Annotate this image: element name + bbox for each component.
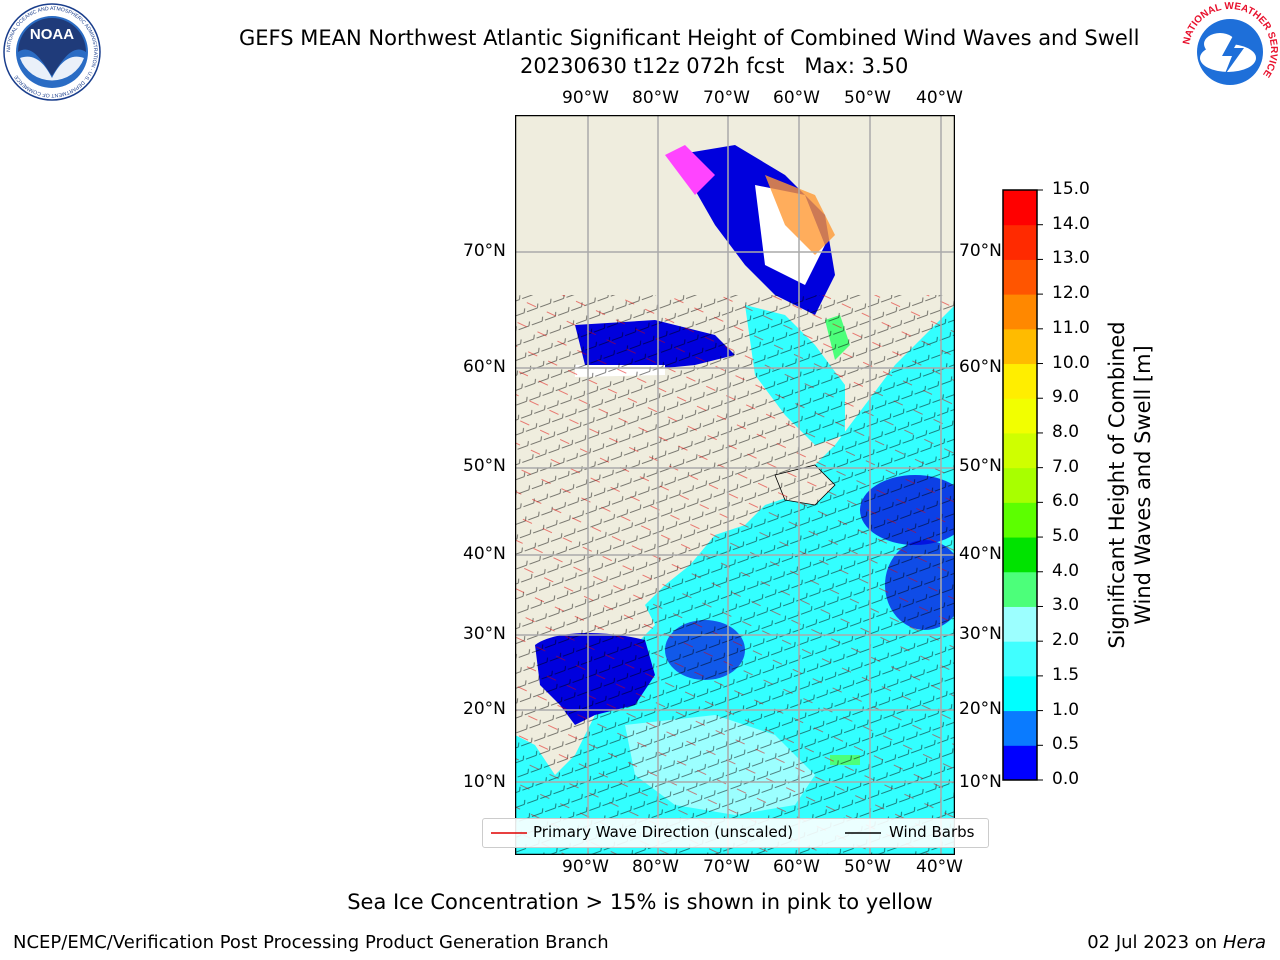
lat-label-left-10n: 10°N	[463, 772, 506, 792]
lat-label-left-30n: 30°N	[463, 624, 506, 644]
lon-label-bottom-80w: 80°W	[632, 857, 679, 877]
colorbar-title: Significant Height of Combined Wind Wave…	[1105, 321, 1155, 649]
ice-pink-1	[665, 145, 715, 195]
lat-label-right-50n: 50°N	[959, 456, 1002, 476]
colorbar-tick-label: 4.0	[1052, 560, 1080, 581]
colorbar-tick-label: 2.0	[1052, 630, 1080, 651]
footer-organization: NCEP/EMC/Verification Post Processing Pr…	[13, 932, 609, 953]
lat-label-right-40n: 40°N	[959, 544, 1002, 564]
colorbar-frame	[1002, 189, 1038, 781]
colorbar-segment	[1003, 675, 1037, 712]
wave-direction-layer	[515, 295, 955, 855]
lat-label-right-60n: 60°N	[959, 357, 1002, 377]
colorbar-segment	[1003, 259, 1037, 295]
colorbar-tick-label: 3.0	[1052, 595, 1080, 616]
lat-label-left-20n: 20°N	[463, 699, 506, 719]
footer-host: Hera	[1222, 932, 1266, 953]
colorbar-tick-label: 14.0	[1052, 213, 1090, 234]
colorbar-segment	[1003, 363, 1037, 399]
colorbar-tick-label: 13.0	[1052, 248, 1090, 269]
colorbar-segment	[1003, 224, 1037, 260]
colorbar-tick-label: 1.5	[1052, 664, 1080, 685]
lat-label-right-30n: 30°N	[959, 624, 1002, 644]
footer-date: 02 Jul 2023 on Hera	[1087, 932, 1266, 953]
colorbar-tick-label: 11.0	[1052, 317, 1090, 338]
colorbar-segment	[1003, 467, 1037, 503]
noaa-logo: NOAA NATIONAL OCEANIC AND ATMOSPHERIC AD…	[3, 3, 101, 101]
colorbar-tick-label: 8.0	[1052, 421, 1080, 442]
lat-label-right-20n: 20°N	[959, 699, 1002, 719]
colorbar-segment	[1003, 190, 1037, 226]
colorbar-segment	[1003, 502, 1037, 538]
colorbar-tick-label: 1.0	[1052, 699, 1080, 720]
colorbar-tick-label: 0.0	[1052, 769, 1080, 789]
ice-orange-1	[765, 175, 835, 255]
colorbar-tick-label: 9.0	[1052, 387, 1080, 408]
sea-ice-note: Sea Ice Concentration > 15% is shown in …	[347, 890, 933, 914]
map-panel	[515, 115, 955, 855]
lon-label-bottom-50w: 50°W	[844, 857, 891, 877]
map-frame	[515, 115, 955, 855]
lat-label-left-70n: 70°N	[463, 241, 506, 261]
legend-primary-wave-direction: Primary Wave Direction (unscaled)	[533, 823, 794, 841]
colorbar-tick-label: 15.0	[1052, 179, 1090, 199]
colorbar-segment	[1003, 745, 1037, 781]
lat-label-left-60n: 60°N	[463, 357, 506, 377]
lon-label-top-40w: 40°W	[916, 88, 963, 108]
colorbar-tick-label: 12.0	[1052, 283, 1090, 304]
lon-label-bottom-90w: 90°W	[562, 857, 609, 877]
legend-wind-barbs: Wind Barbs	[889, 823, 975, 841]
lon-label-top-50w: 50°W	[844, 88, 891, 108]
colorbar-segment	[1003, 294, 1037, 330]
lon-label-top-70w: 70°W	[703, 88, 750, 108]
colorbar	[1002, 189, 1043, 781]
graticule	[515, 115, 955, 855]
map-subtitle-forecast: 20230630 t12z 072h fcst Max: 3.50	[520, 54, 909, 78]
lon-label-bottom-60w: 60°W	[773, 857, 820, 877]
colorbar-tick-label: 0.5	[1052, 734, 1080, 755]
lon-label-bottom-70w: 70°W	[703, 857, 750, 877]
colorbar-segment	[1003, 432, 1037, 469]
noaa-logo-text: NOAA	[30, 26, 74, 43]
lat-label-left-50n: 50°N	[463, 456, 506, 476]
colorbar-segment	[1003, 537, 1037, 573]
lon-label-top-90w: 90°W	[562, 88, 609, 108]
colorbar-segment	[1003, 398, 1037, 434]
colorbar-segment	[1003, 328, 1037, 365]
lat-label-left-40n: 40°N	[463, 544, 506, 564]
lon-label-top-80w: 80°W	[632, 88, 679, 108]
colorbar-segment	[1003, 641, 1037, 677]
lat-label-right-70n: 70°N	[959, 241, 1002, 261]
colorbar-tick-label: 5.0	[1052, 526, 1080, 547]
lat-label-right-10n: 10°N	[959, 772, 1002, 792]
colorbar-segment	[1003, 571, 1037, 607]
colorbar-tick-label: 7.0	[1052, 456, 1080, 477]
nws-logo: NATIONAL WEATHER SERVICE	[1181, 1, 1279, 98]
colorbar-tick-label: 10.0	[1052, 352, 1090, 373]
colorbar-segment	[1003, 606, 1037, 642]
map-legend: Primary Wave Direction (unscaled) Wind B…	[482, 818, 989, 848]
map-title: GEFS MEAN Northwest Atlantic Significant…	[239, 26, 1140, 50]
lon-label-top-60w: 60°W	[773, 88, 820, 108]
colorbar-tick-label: 6.0	[1052, 491, 1080, 512]
lon-label-bottom-40w: 40°W	[916, 857, 963, 877]
colorbar-segment	[1003, 710, 1037, 746]
